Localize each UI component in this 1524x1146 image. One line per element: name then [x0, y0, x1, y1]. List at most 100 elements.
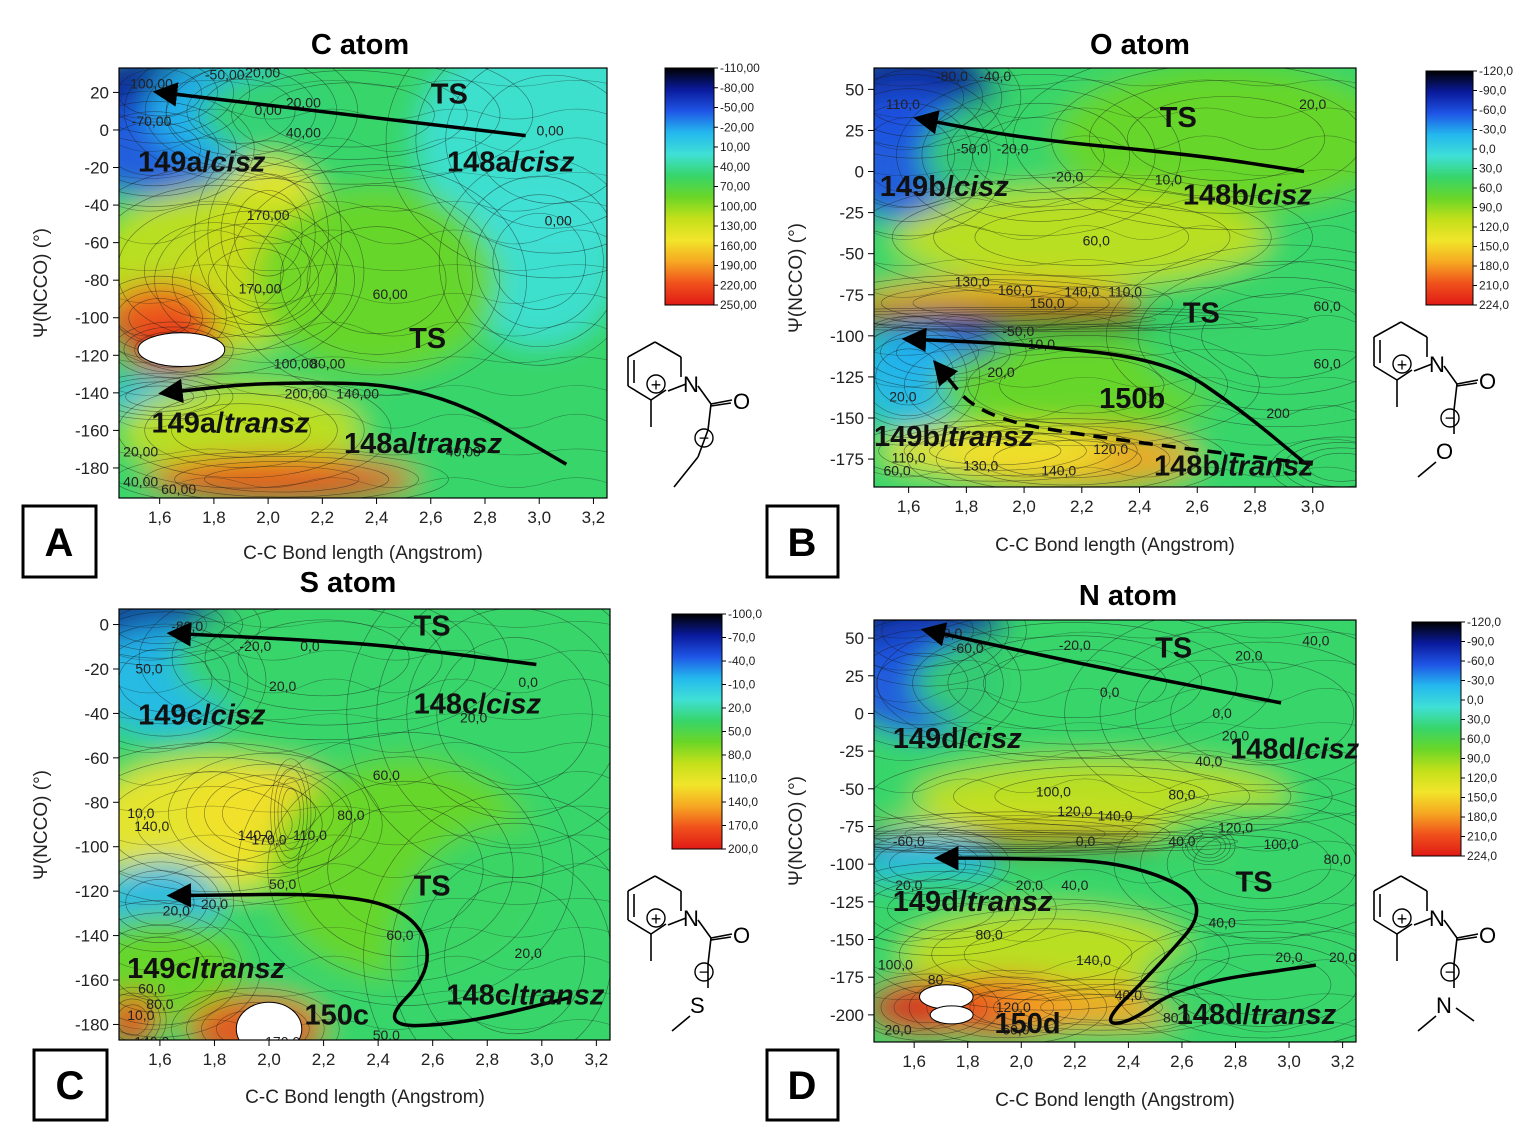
contour-line	[874, 88, 991, 222]
panel-d-contour-label: 20,0	[1235, 648, 1262, 664]
contour-line	[874, 349, 1356, 356]
contour-line	[363, 793, 610, 1040]
panel-b-contour-label: 110,0	[1108, 283, 1142, 299]
panel-d-annotation: 150d	[995, 1008, 1061, 1040]
panel-c-contour-label: 10,0	[127, 805, 154, 821]
contour-line	[390, 822, 610, 1040]
molecule-bond	[671, 1015, 691, 1032]
contour-line	[119, 68, 218, 126]
contour-line	[874, 620, 1009, 677]
panel-d-reaction-paths	[920, 622, 1317, 1025]
panel-c-x-tick-label: 2,6	[421, 1050, 445, 1069]
panel-a-contour-label: 40,00	[123, 474, 158, 490]
contour-line	[1270, 436, 1356, 487]
panel-a-colorbar-label: 250,00	[720, 298, 757, 312]
panel-a-y-tick-label: 0	[100, 121, 109, 140]
contour-line	[119, 111, 219, 187]
panel-b-field-region	[874, 327, 967, 427]
panel-a-contour-label: 20,00	[123, 444, 158, 460]
panel-d-contour-label: 100,0	[1263, 836, 1298, 852]
panel-d-colorbar-label: 224,0	[1467, 849, 1497, 863]
panel-b-x-tick-label: 3,0	[1301, 497, 1325, 516]
molecule-bond	[1373, 875, 1402, 892]
contour-line	[964, 432, 1171, 486]
contour-line	[119, 609, 261, 666]
contour-line	[1099, 621, 1356, 806]
contour-line	[119, 448, 607, 456]
contour-line	[874, 815, 1171, 853]
panel-d-x-tick-label: 1,6	[902, 1052, 926, 1071]
panel-b-field-region	[1139, 261, 1356, 410]
panel-a-y-tick-label: -180	[75, 459, 109, 478]
panel-c-annotation: 148c/transz	[446, 979, 604, 1011]
panel-a-contour-lines	[119, 68, 607, 498]
panel-c-contour-label: 60,0	[138, 980, 165, 996]
panel-d-reaction-path-arrow	[933, 845, 1317, 1025]
panel-c-contour-label: 170,0	[252, 831, 287, 847]
panel-b-y-tick-label: 50	[845, 80, 864, 99]
panel-d-contour-label: 20,0	[884, 1021, 911, 1037]
panel-b-contour-label: 130,0	[955, 274, 990, 290]
contour-line	[874, 879, 1016, 940]
panel-a-colorbar-label: 40,00	[720, 160, 750, 174]
positive-charge-icon	[1392, 354, 1412, 374]
panel-b-colorbar-label: 180,0	[1479, 259, 1509, 273]
contour-line	[874, 620, 1022, 749]
panel-d-colorbar-label: 90,0	[1467, 752, 1491, 766]
panel-a-title: C atom	[311, 29, 409, 61]
panel-d-field-region	[1101, 623, 1356, 804]
contour-line	[874, 420, 1138, 482]
contour-line	[136, 786, 293, 863]
negative-charge-sign: −	[1445, 408, 1456, 428]
panel-d-x-tick-label: 2,4	[1117, 1052, 1141, 1071]
negative-charge-icon	[694, 428, 714, 448]
panel-a-contour-label: 0,00	[536, 123, 563, 139]
contour-line	[172, 222, 338, 338]
molecule-bond	[1417, 1015, 1437, 1032]
molecule-bond	[1455, 1007, 1475, 1022]
panel-d-contour-label: 80,0	[1168, 786, 1195, 802]
panel-a-colorbar-label: 70,00	[720, 180, 750, 194]
panel-d-colorbar: -120,0 -90,0 -60,0 -30,0 0,0 30,0 60,0 90,0 120,…	[1411, 615, 1501, 863]
panel-c-label-box	[32, 1048, 109, 1122]
panel-d-y-tick-label: -175	[830, 968, 864, 987]
panel-a-reaction-path-arrow	[158, 378, 568, 466]
carbonyl-oxygen: O	[733, 923, 750, 948]
panel-c-contour-label: 170,0	[265, 1034, 300, 1050]
panel-c-annotation: 148c/cisz	[414, 688, 542, 720]
panel-b-y-tick-label: 25	[845, 121, 864, 140]
contour-line	[119, 203, 311, 338]
panel-d-contour-label: 20,0	[1016, 877, 1043, 893]
negative-charge-sign: −	[699, 962, 710, 982]
panel-d-y-tick-label: 50	[845, 629, 864, 648]
contour-line	[226, 164, 527, 396]
panel-d-field-region	[900, 909, 1196, 1000]
panel-b-annotation: TS	[1183, 298, 1220, 330]
panel-b-dashed-reaction-path	[933, 360, 1313, 466]
contour-line	[874, 750, 1356, 761]
panel-d-colorbar-label: 150,0	[1467, 791, 1497, 805]
positive-charge-sign: +	[651, 375, 662, 395]
contour-line	[119, 955, 610, 971]
panel-b-field-region	[894, 187, 1270, 287]
contour-line	[874, 869, 1356, 884]
contour-line	[874, 169, 1356, 177]
panel-c-contour-label: 0,0	[518, 674, 538, 690]
contour-line	[874, 404, 1356, 420]
panel-a-contour-label: 100,00	[396, 528, 439, 544]
contour-line	[874, 840, 981, 889]
contour-line	[1113, 919, 1356, 1042]
panel-c-colorbar-label: 80,0	[728, 748, 752, 762]
panel-b-annotation: 148b/transz	[1154, 450, 1314, 482]
panel-b-x-tick-label: 2,6	[1185, 497, 1209, 516]
panel-d-y-tick-label: -200	[830, 1006, 864, 1025]
panel-a-colorbar-gradient	[664, 67, 715, 306]
panel-d-contour-label: 140,0	[1076, 952, 1111, 968]
panel-b-contour-label: -50,0	[956, 140, 988, 156]
contour-line	[277, 777, 305, 849]
panel-d-y-tick-label: 25	[845, 667, 864, 686]
contour-line	[186, 763, 352, 864]
panel-d-y-tick-label: -75	[839, 817, 864, 836]
contour-line	[931, 918, 1165, 991]
